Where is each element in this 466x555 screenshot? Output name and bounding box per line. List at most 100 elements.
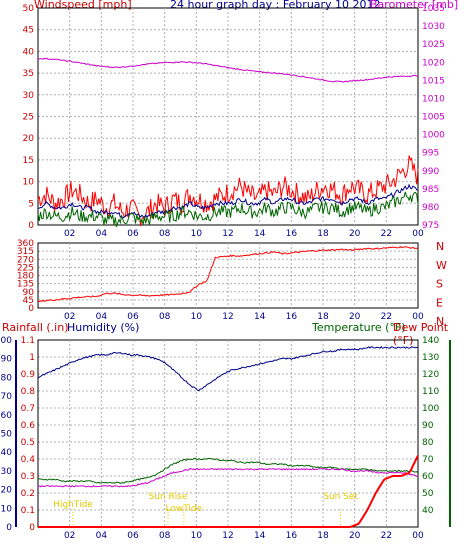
y-left-tick-label: 45: [23, 26, 34, 36]
y-right-tick-label: 975: [422, 221, 439, 231]
temp-tick-label: 70: [422, 455, 434, 465]
compass-label: N: [436, 315, 444, 328]
series-dew-point: [37, 467, 419, 488]
humidity-tick-label: 50: [1, 430, 13, 440]
humidity-tick-label: 10: [1, 504, 13, 514]
series-wind-average: [37, 183, 419, 219]
x-tick-label-1: 16: [286, 229, 298, 239]
dir-tick-label: 225: [17, 263, 34, 273]
temp-tick-label: 100: [422, 404, 439, 414]
rain-tick-label: 0.6: [21, 421, 36, 431]
y-right-tick-label: 985: [422, 185, 439, 195]
temp-tick-label: 40: [422, 506, 434, 516]
dir-tick-label: 360: [17, 239, 34, 249]
x-tick-label-1: 02: [64, 229, 75, 239]
x-tick-label-3: 18: [317, 531, 329, 541]
dir-tick-label: 180: [17, 272, 34, 282]
annotation-label: Sun Set: [323, 492, 358, 502]
humidity-tick-label: 0: [6, 523, 12, 533]
x-tick-label-3: 14: [254, 531, 266, 541]
humidity-tick-label: 100: [0, 336, 12, 346]
dir-tick-label: 45: [23, 296, 34, 306]
x-tick-label-3: 06: [127, 531, 139, 541]
y-left-tick-label: 20: [23, 134, 35, 144]
x-tick-label-2: 02: [64, 312, 75, 322]
x-tick-label-2: 22: [381, 312, 392, 322]
x-tick-label-2: 00: [412, 312, 424, 322]
series-rainfall: [38, 455, 419, 528]
series-humidity: [37, 345, 419, 392]
temp-tick-label: 60: [422, 472, 434, 482]
rain-tick-label: 0.3: [21, 472, 35, 482]
rain-tick-label: 0.5: [21, 438, 35, 448]
header-right: Barometer [mb]: [370, 0, 459, 11]
y-left-tick-label: 50: [23, 4, 35, 14]
x-tick-label-1: 10: [191, 229, 203, 239]
x-tick-label-1: 22: [381, 229, 392, 239]
temp-tick-label: 80: [422, 438, 434, 448]
y-left-tick-label: 30: [23, 91, 35, 101]
y-right-tick-label: 1025: [422, 40, 445, 50]
x-tick-label-2: 06: [127, 312, 139, 322]
y-right-tick-label: 1000: [422, 131, 445, 141]
humidity-tick-label: 40: [1, 448, 13, 458]
humidity-tick-label: 80: [1, 373, 13, 383]
y-right-tick-label: 990: [422, 167, 439, 177]
x-tick-label-3: 12: [222, 531, 233, 541]
rain-tick-label: 0: [29, 523, 35, 533]
humidity-tick-label: 70: [1, 392, 13, 402]
temp-tick-label: 120: [422, 370, 439, 380]
x-tick-label-2: 08: [159, 312, 171, 322]
y-right-tick-label: 980: [422, 203, 439, 213]
y-left-tick-label: 25: [23, 113, 34, 123]
x-tick-label-1: 06: [127, 229, 139, 239]
dir-tick-label: 270: [17, 255, 34, 265]
y-left-tick-label: 0: [28, 221, 34, 231]
x-tick-label-1: 12: [222, 229, 233, 239]
series-wind-gust-green: [37, 191, 419, 227]
humidity-tick-label: 20: [1, 486, 13, 496]
rainfall-label: Rainfall (.in): [2, 321, 69, 334]
temp-tick-label: 50: [422, 489, 434, 499]
x-tick-label-1: 04: [96, 229, 108, 239]
dir-tick-label: 0: [28, 304, 34, 314]
x-tick-label-2: 18: [317, 312, 329, 322]
compass-label: S: [436, 278, 443, 291]
x-tick-label-3: 22: [381, 531, 392, 541]
y-right-tick-label: 1010: [422, 94, 445, 104]
temp-tick-label: 130: [422, 353, 439, 363]
x-tick-label-1: 14: [254, 229, 266, 239]
dir-tick-label: 315: [17, 247, 34, 257]
x-tick-label-3: 16: [286, 531, 298, 541]
rain-tick-label: 0.9: [21, 370, 36, 380]
header-center: 24 hour graph day : February 10 2012: [170, 0, 381, 11]
temperature-label: Temperature (°F): [312, 321, 406, 334]
rain-tick-label: 0.4: [21, 455, 36, 465]
header-left: Windspeed [mph]: [34, 0, 132, 11]
x-tick-label-1: 08: [159, 229, 171, 239]
temp-tick-label: 90: [422, 421, 434, 431]
annotation-label: Sun Rise: [149, 492, 188, 502]
x-tick-label-1: 20: [349, 229, 361, 239]
x-tick-label-3: 04: [96, 531, 108, 541]
x-tick-label-3: 00: [412, 531, 424, 541]
humidity-tick-label: 60: [1, 411, 13, 421]
y-right-tick-label: 1030: [422, 22, 445, 32]
humidity-label: Humidity (%): [67, 321, 140, 334]
rain-tick-label: 0.7: [21, 404, 35, 414]
dir-tick-label: 135: [17, 280, 34, 290]
y-left-tick-label: 15: [23, 156, 34, 166]
x-tick-label-3: 10: [191, 531, 203, 541]
rain-tick-label: 0.1: [21, 506, 35, 516]
x-tick-label-2: 10: [191, 312, 203, 322]
series-barometer: [37, 57, 419, 83]
temp-tick-label: 140: [422, 336, 439, 346]
y-left-tick-label: 5: [28, 199, 34, 209]
x-tick-label-2: 04: [96, 312, 108, 322]
annotation-label: LowTide: [165, 504, 202, 514]
humidity-tick-label: 90: [1, 355, 13, 365]
x-tick-label-1: 18: [317, 229, 329, 239]
y-right-tick-label: 995: [422, 149, 439, 159]
y-right-tick-label: 1020: [422, 58, 445, 68]
rain-tick-label: 0.8: [21, 387, 36, 397]
